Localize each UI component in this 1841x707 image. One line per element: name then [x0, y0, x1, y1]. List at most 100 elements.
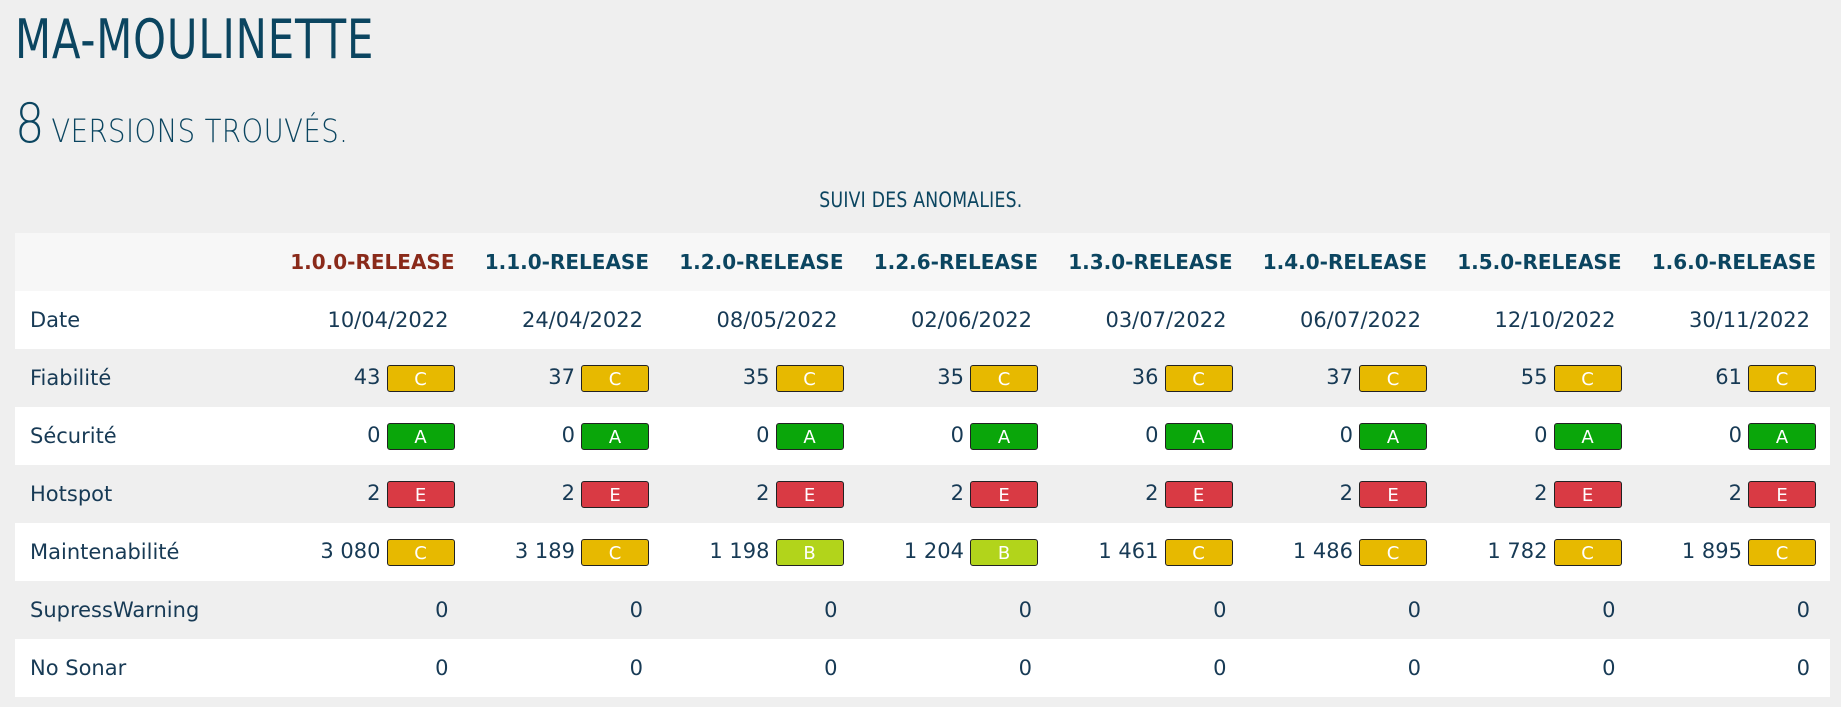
- table-cell: 12/10/2022: [1441, 291, 1636, 349]
- version-count-number: 8: [15, 92, 45, 155]
- cell-value: 10/04/2022: [327, 308, 449, 332]
- grade-badge: C: [581, 364, 649, 392]
- cell-value: 0: [435, 656, 449, 680]
- grade-badge: C: [1553, 538, 1622, 566]
- row-label: SupressWarning: [30, 598, 200, 622]
- grade-badge: C: [1359, 364, 1427, 392]
- grade-badge: E: [1748, 480, 1816, 508]
- cell-value: 1 782: [1487, 539, 1548, 563]
- cell-value: 0: [824, 598, 838, 622]
- table-caption: SUIVI DES ANOMALIES.: [818, 188, 1023, 212]
- row-label: No Sonar: [30, 656, 127, 680]
- cell-value: 3 080: [320, 539, 381, 563]
- cell-value: 0: [629, 656, 643, 680]
- table-row-date: Date 10/04/2022 24/04/2022 08/05/2022 02/06/…: [15, 291, 1830, 349]
- grade-badge: A: [1553, 422, 1622, 450]
- table-cell: 0: [1247, 581, 1442, 639]
- grade-badge: C: [386, 364, 455, 392]
- grade-badge: C: [970, 364, 1038, 392]
- cell-value: 0: [1796, 598, 1810, 622]
- cell-value: 35: [937, 365, 964, 389]
- version-header: 1.3.0-RELEASE: [1068, 250, 1233, 274]
- cell-value: 0: [756, 423, 770, 447]
- grade-badge: C: [1359, 538, 1427, 566]
- anomalies-table: 1.0.0-RELEASE 1.1.0-RELEASE 1.2.0-RELEAS…: [15, 233, 1830, 697]
- cell-value: 0: [824, 656, 838, 680]
- table-cell: 1 486 C: [1247, 523, 1442, 581]
- table-cell: 08/05/2022: [663, 291, 858, 349]
- cell-value: 0: [561, 423, 575, 447]
- table-cell: 3 189 C: [469, 523, 664, 581]
- grade-badge: E: [1553, 480, 1622, 508]
- table-cell: 03/07/2022: [1052, 291, 1247, 349]
- version-count: 8 VERSIONS TROUVÉS.: [15, 92, 348, 155]
- grade-badge: C: [386, 538, 455, 566]
- row-label: Fiabilité: [30, 366, 112, 390]
- version-count-text: VERSIONS TROUVÉS.: [51, 112, 349, 150]
- table-cell: 1 198 B: [663, 523, 858, 581]
- cell-value: 0: [1407, 598, 1421, 622]
- cell-value: 55: [1520, 365, 1548, 389]
- table-row-no-sonar: No Sonar 0 0 0 0 0 0 0 0: [15, 639, 1830, 697]
- grade-badge: C: [1164, 538, 1233, 566]
- grade-badge: B: [775, 538, 844, 566]
- cell-value: 03/07/2022: [1105, 308, 1227, 332]
- cell-value: 0: [1213, 656, 1227, 680]
- cell-value: 2: [950, 481, 964, 505]
- cell-value: 0: [1145, 423, 1159, 447]
- cell-value: 0: [435, 598, 449, 622]
- table-cell: 30/11/2022: [1636, 291, 1831, 349]
- cell-value: 61: [1715, 365, 1742, 389]
- table-cell: 0: [469, 581, 664, 639]
- cell-value: 0: [1534, 423, 1548, 447]
- cell-value: 0: [950, 423, 964, 447]
- table-cell: 0: [1636, 581, 1831, 639]
- cell-value: 35: [742, 365, 770, 389]
- cell-value: 1 198: [709, 539, 770, 563]
- table-cell: 0: [1441, 639, 1636, 697]
- table-row-hotspot: Hotspot 2 E 2 E 2 E 2 E 2 E 2 E 2 E 2 E: [15, 465, 1830, 523]
- cell-value: 1 204: [903, 539, 964, 563]
- cell-value: 02/06/2022: [910, 308, 1032, 332]
- cell-value: 0: [1407, 656, 1421, 680]
- cell-value: 0: [629, 598, 643, 622]
- table-cell: 55 C: [1441, 349, 1636, 407]
- version-header: 1.2.6-RELEASE: [873, 250, 1038, 274]
- grade-badge: E: [1164, 480, 1233, 508]
- grade-badge: C: [1748, 538, 1816, 566]
- table-cell: 0: [469, 639, 664, 697]
- table-cell: 1 895 C: [1636, 523, 1831, 581]
- grade-badge: C: [1553, 364, 1622, 392]
- grade-badge: E: [386, 480, 455, 508]
- grade-badge: C: [581, 538, 649, 566]
- cell-value: 2: [1534, 481, 1548, 505]
- cell-value: 0: [1213, 598, 1227, 622]
- grade-badge: A: [1164, 422, 1233, 450]
- row-label: Date: [30, 308, 81, 332]
- cell-value: 1 895: [1681, 539, 1742, 563]
- grade-badge: E: [1359, 480, 1427, 508]
- grade-badge: A: [970, 422, 1038, 450]
- table-cell: 1 204 B: [858, 523, 1053, 581]
- grade-badge: A: [1359, 422, 1427, 450]
- cell-value: 0: [1339, 423, 1353, 447]
- cell-value: 36: [1131, 365, 1159, 389]
- cell-value: 0: [1602, 656, 1616, 680]
- grade-badge: A: [1748, 422, 1816, 450]
- table-row-supresswarning: SupressWarning 0 0 0 0 0 0 0 0: [15, 581, 1830, 639]
- grade-badge: A: [775, 422, 844, 450]
- grade-badge: A: [581, 422, 649, 450]
